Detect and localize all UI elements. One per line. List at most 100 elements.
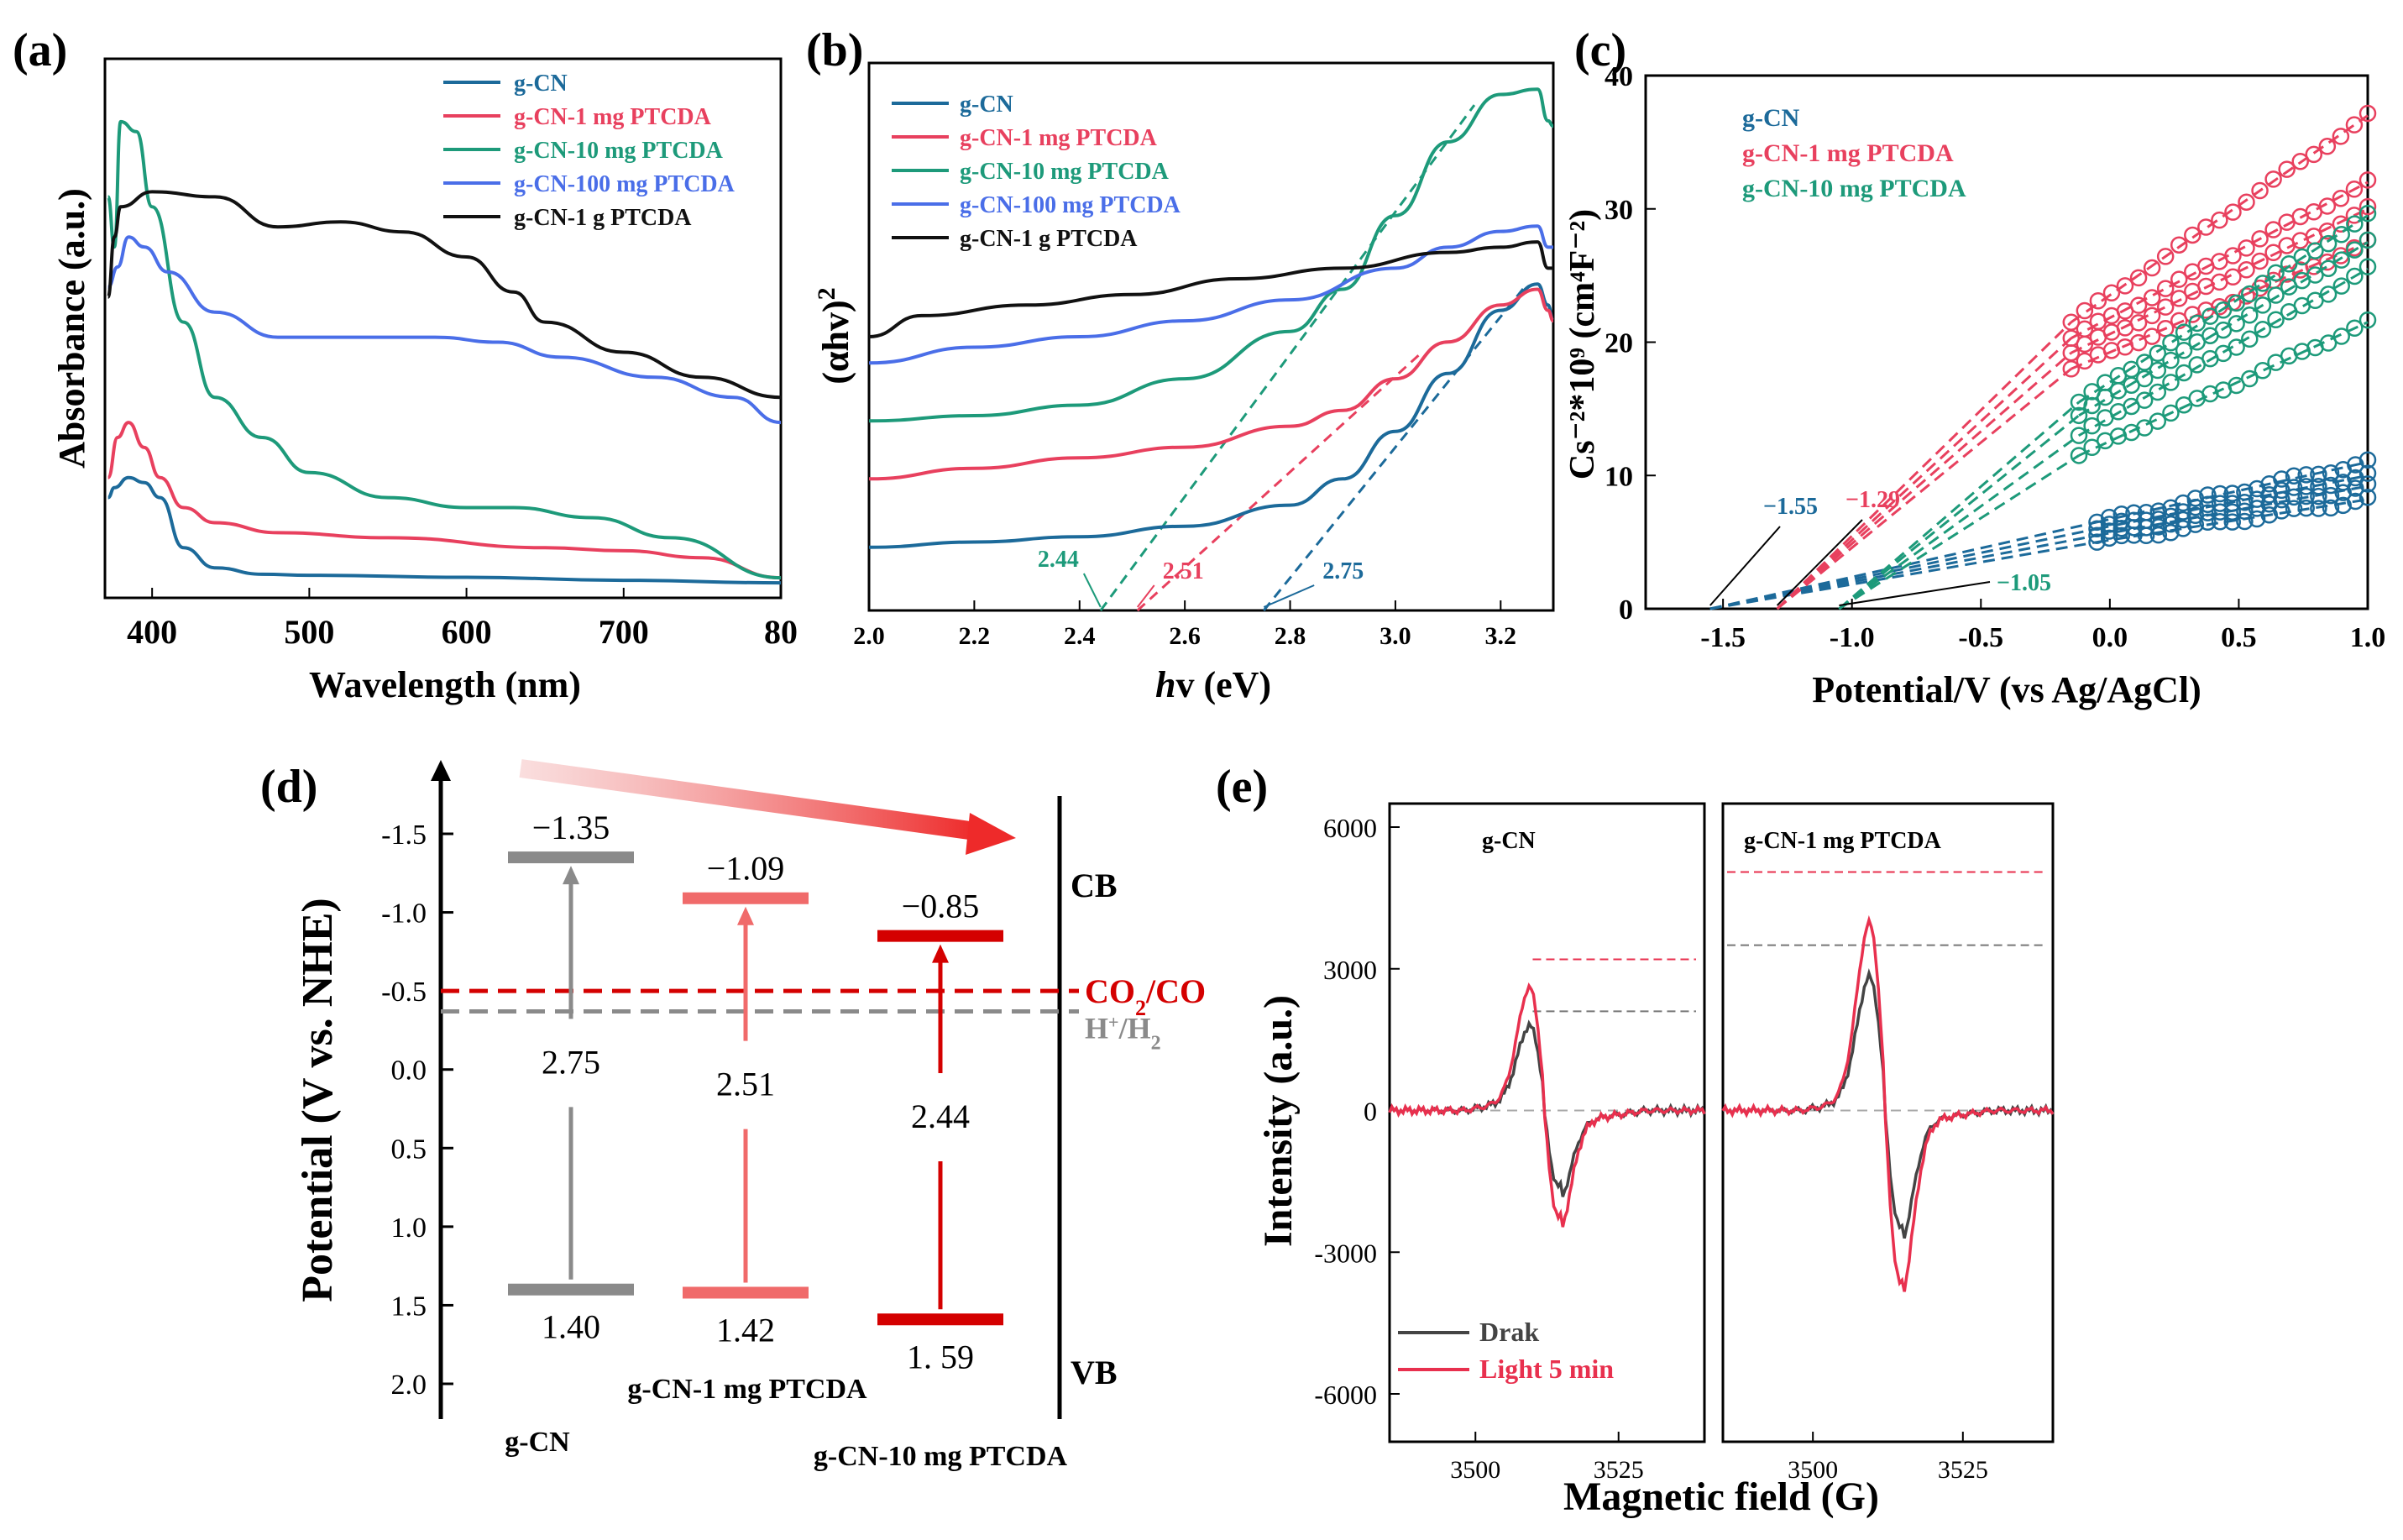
panel-d-ref-sub: 2 [1151,1032,1161,1054]
panel-c-data-point [2149,383,2167,401]
panel-c-data-point [2135,369,2154,388]
panel-c-annotation-pointer [1709,526,1781,606]
panel-c-data-point [2267,264,2285,282]
panel-b-xtick-label: 3.2 [1485,622,1517,650]
panel-b-tangent-line [1136,351,1423,612]
panel-c-data-point [2076,320,2094,338]
panel-c-fit-line [2097,460,2369,524]
panel-a-legend-label: g-CN-100 mg PTCDA [514,171,736,197]
panel-c-data-point [2175,364,2193,382]
panel-c-xlabel: Potential/V (vs Ag/AgCl) [1812,669,2201,710]
panel-b-gap-pointer [1082,573,1102,608]
panel-c-data-point [2186,506,2205,525]
panel-c-data-point [2197,218,2215,236]
panel-a-legend-label: g-CN-10 mg PTCDA [514,138,724,164]
panel-c-data-point [2332,128,2350,145]
panel-c-annotation-label: −1.05 [1997,570,2051,596]
panel-d-material-name: g-CN-10 mg PTCDA [814,1441,1068,1472]
panel-e-xtick-label: 3500 [1788,1456,1838,1484]
panel-e-ytick-label: 0 [1364,1097,1377,1127]
panel-c-data-point [2211,211,2228,229]
panel-e-xlabel: Magnetic field (G) [1563,1475,1879,1519]
panel-b-xtick-label: 2.8 [1275,622,1306,650]
panel-d-reference-label: H+/H2 [1085,1011,1161,1055]
panel-c-extrapolation-line [1776,321,2072,610]
panel-d-label: (d) [260,761,317,813]
panel-c-data-point [2285,500,2303,517]
panel-b-gap-label: 2.44 [1038,547,1079,573]
panel-e-xtick-label: 3525 [1938,1456,1988,1484]
panel-b-legend-label: g-CN-100 mg PTCDA [960,192,1181,218]
panel-b-xtick-label: 2.2 [959,622,991,650]
panel-b-xtick-label: 2.4 [1064,622,1096,650]
panel-c-data-point [2332,190,2350,207]
panel-c-data-point [2332,251,2350,269]
panel-c-data-point [2149,412,2167,430]
panel-b-tangent-line [1263,283,1528,611]
panel-c-ytick-label: 40 [1605,61,1633,92]
panel-c-data-point [2319,259,2338,277]
panel-b-ylabel: (αhv)2 [813,287,857,384]
panel-a-xtick-label: 700 [599,613,649,651]
panel-c-data-point [2143,306,2161,325]
panel-c-data-point [2112,512,2131,531]
panel-c-data-point [2083,383,2101,401]
panel-c-data-point [2149,361,2167,380]
panel-c-data-point [2228,376,2245,395]
panel-c-data-point [2264,221,2282,238]
panel-c-data-point [2123,360,2140,379]
panel-c-data-point [2358,464,2377,482]
panel-c-data-point [2186,490,2205,507]
panel-c-data-point [2188,314,2206,333]
panel-c-data-point [2241,306,2259,324]
panel-c-data-point [2170,270,2188,288]
panel-b-series-line [868,240,1553,338]
panel-c-data-point [2238,193,2255,211]
panel-a-legend-label: g-CN-1 mg PTCDA [514,104,712,130]
panel-b-xtick-label: 2.6 [1169,622,1201,650]
panel-b-xlabel: hv (eV) [1155,664,1271,705]
panel-c-data-point [2162,333,2180,352]
panel-c-extrapolation-line [1776,352,2072,610]
panel-c-data-point [2346,241,2364,259]
panel-c-data-point [2297,499,2315,517]
panel-c-data-point [2332,226,2350,244]
panel-c-extrapolation-line [1709,521,2097,610]
panel-d-ylabel: Potential (V vs. NHE) [294,898,342,1302]
panel-a-series-line [106,421,782,580]
panel-c-label: (c) [1574,24,1626,76]
panel-d-ref-text: H [1085,1011,1108,1045]
panel-c-data-point [2162,404,2180,422]
panel-c-data-point [2083,438,2101,456]
panel-c-data-point [2319,285,2338,303]
panel-d-ytick-label: 1.0 [391,1213,427,1244]
panel-c-data-point [2170,236,2188,254]
panel-c-data-point [2264,170,2282,188]
panel-c-data-point [2345,207,2364,224]
panel-e-ytick-label: 3000 [1323,955,1377,985]
panel-c-ytick-label: 30 [1605,195,1633,226]
panel-c-data-point [2358,204,2377,223]
panel-a-ylabel: Absorbance (a.u.) [51,188,92,469]
panel-c-fit-line [2071,207,2369,354]
panel-c-data-point [2310,478,2327,495]
panel-c-data-point [2062,313,2081,331]
panel-d-ref-text: /H [1118,1011,1151,1045]
panel-c-data-point [2346,319,2364,337]
panel-c-data-point [2238,239,2255,257]
panel-e-frame-right [1721,802,2055,1443]
panel-c-fit-line [2070,114,2369,323]
panel-d-ytick-label: 2.0 [391,1370,427,1401]
panel-c-data-point [2291,153,2309,170]
panel-d-ticks: -1.5 -1.0 -0.5 0.0 0.5 1.0 1.5 2.0 [381,820,453,1401]
panel-c-data-point [2267,286,2285,304]
panel-c-ytick-label: 0 [1619,595,1633,626]
panel-c-data-point [2332,277,2350,295]
panel-c-data-point [2236,493,2254,511]
panel-c: (c) -1.5 -1.0 -0.5 0.0 0.5 1.0 0 10 20 30 40 −1.55… [1563,24,2385,710]
panel-c-data: −1.55 −1.29 −1.05 [1709,104,2377,610]
panel-c-data-point [2102,284,2121,302]
panel-c-data-point [2318,138,2337,155]
panel-a-series-line [107,235,782,425]
panel-c-data-point [2236,483,2254,501]
